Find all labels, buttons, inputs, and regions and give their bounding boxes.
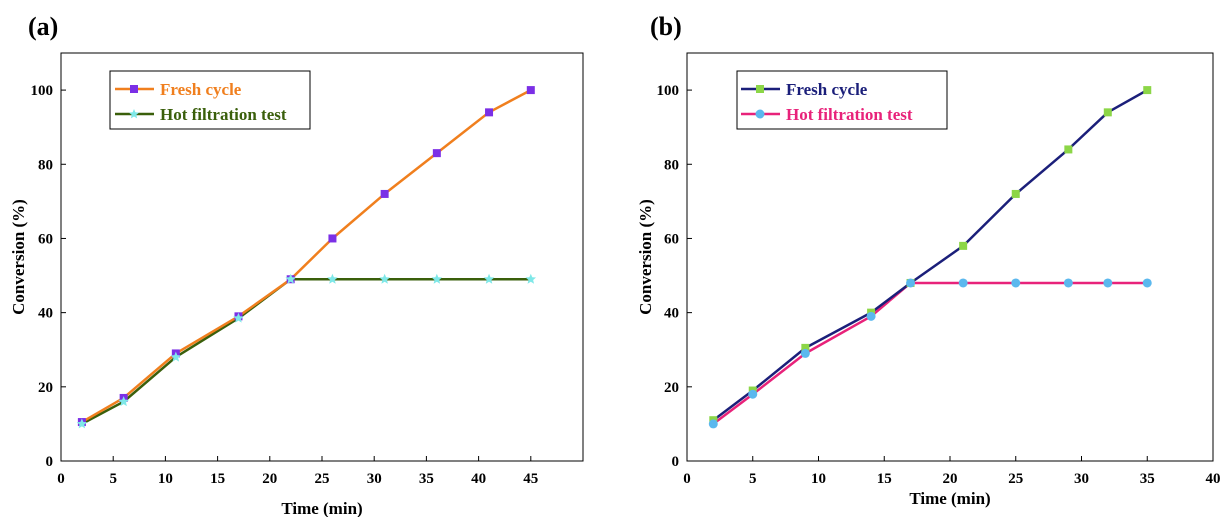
point-hot-filtration-test	[233, 312, 244, 323]
y-tick-label: 80	[664, 157, 679, 173]
x-tick-label: 20	[943, 471, 958, 487]
point-hot-filtration-test	[170, 351, 182, 362]
x-tick-label: 15	[877, 471, 892, 487]
x-axis-title-b: Time (min)	[909, 489, 990, 508]
point-hot-filtration-test	[866, 311, 876, 321]
chart-panel-a: (a) 0 5 10 15 20 25 30 35 40 45 0 20 40 60 80 100 Time …	[9, 12, 584, 517]
point-hot-filtration-test	[906, 278, 916, 288]
y-axis-title-a: Conversion (%)	[9, 199, 28, 315]
y-tick-label: 100	[31, 83, 54, 99]
y-tick-label: 40	[38, 306, 53, 322]
panel-label-b: (b)	[650, 12, 682, 41]
point-fresh-cycle	[328, 234, 337, 243]
y-tick-label: 0	[672, 454, 680, 470]
series-markers-b	[708, 86, 1152, 429]
point-hot-filtration-test	[708, 419, 718, 429]
x-tick-label: 20	[262, 471, 277, 487]
legend-box-b	[736, 70, 948, 130]
point-hot-filtration-test	[431, 273, 443, 284]
x-tick-label: 40	[1206, 471, 1221, 487]
point-hot-filtration-test	[525, 273, 537, 284]
x-tick-label: 0	[683, 471, 691, 487]
series-line-fresh-cycle	[712, 89, 1148, 422]
point-fresh-cycle	[801, 343, 810, 352]
point-hot-filtration-test	[800, 348, 810, 358]
legend-box-a	[109, 70, 311, 130]
y-tick-label: 40	[664, 306, 679, 322]
x-tick-label: 5	[749, 471, 757, 487]
y-axis-title-b: Conversion (%)	[636, 199, 655, 315]
point-fresh-cycle	[1143, 86, 1152, 95]
x-tick-label: 30	[1074, 471, 1089, 487]
x-tick-label: 35	[1140, 471, 1155, 487]
legend-label-hot-a: Hot filtration test	[160, 105, 287, 124]
point-fresh-cycle	[1064, 145, 1073, 154]
series-lines-a	[81, 88, 532, 426]
x-tick-label: 40	[471, 471, 486, 487]
axis-ticks-a: 0 5 10 15 20 25 30 35 40 45 0 20 40 60 80 100	[31, 83, 539, 487]
legend-a: Fresh cycle Hot filtration test	[109, 70, 311, 130]
legend-marker-fresh-a	[130, 85, 138, 93]
x-tick-label: 10	[158, 471, 173, 487]
point-hot-filtration-test	[958, 278, 968, 288]
y-tick-label: 100	[657, 83, 680, 99]
x-tick-label: 15	[210, 471, 225, 487]
legend-label-fresh-a: Fresh cycle	[160, 80, 242, 99]
point-hot-filtration-test	[1011, 278, 1021, 288]
point-hot-filtration-test	[327, 273, 338, 284]
y-tick-label: 0	[46, 454, 54, 470]
legend-marker-fresh-b	[756, 85, 764, 93]
x-tick-label: 30	[367, 471, 382, 487]
x-tick-label: 0	[57, 471, 65, 487]
point-fresh-cycle	[485, 108, 494, 117]
series-line-hot-filtration-test	[81, 278, 531, 426]
series-markers-a	[76, 86, 537, 429]
point-fresh-cycle	[959, 241, 968, 250]
chart-panel-b: (b) 0 5 10 15 20 25 30 35 40 0 20 40 60 80 100 Time (m…	[636, 12, 1221, 508]
point-hot-filtration-test	[1063, 278, 1073, 288]
x-tick-label: 25	[315, 471, 330, 487]
point-fresh-cycle	[380, 189, 389, 198]
y-tick-label: 20	[38, 380, 53, 396]
point-fresh-cycle	[1103, 108, 1112, 117]
point-hot-filtration-test	[285, 273, 296, 284]
point-hot-filtration-test	[483, 273, 495, 284]
point-hot-filtration-test	[76, 418, 88, 429]
point-hot-filtration-test	[1103, 278, 1113, 288]
point-fresh-cycle	[1011, 189, 1020, 198]
legend-label-fresh-b: Fresh cycle	[786, 80, 868, 99]
point-hot-filtration-test	[379, 273, 390, 284]
legend-marker-hot-b	[755, 109, 765, 119]
y-tick-label: 80	[38, 157, 53, 173]
legend-label-hot-b: Hot filtration test	[786, 105, 913, 124]
y-tick-label: 60	[38, 231, 53, 247]
legend-marker-hot-a	[129, 109, 139, 119]
x-tick-label: 5	[109, 471, 117, 487]
series-line-fresh-cycle	[81, 88, 532, 424]
x-tick-label: 10	[811, 471, 826, 487]
y-tick-label: 60	[664, 231, 679, 247]
x-tick-label: 45	[523, 471, 538, 487]
x-axis-title-a: Time (min)	[281, 499, 362, 517]
x-tick-label: 25	[1008, 471, 1023, 487]
axis-ticks-b: 0 5 10 15 20 25 30 35 40 0 20 40 60 80 100	[657, 83, 1221, 487]
x-tick-label: 35	[419, 471, 434, 487]
legend-b: Fresh cycle Hot filtration test	[736, 70, 948, 130]
y-tick-label: 20	[664, 380, 679, 396]
point-hot-filtration-test	[1142, 278, 1152, 288]
point-fresh-cycle	[526, 86, 535, 95]
point-hot-filtration-test	[748, 389, 758, 399]
point-hot-filtration-test	[118, 396, 129, 407]
point-fresh-cycle	[432, 149, 441, 158]
series-lines-b	[712, 89, 1148, 425]
panel-label-a: (a)	[28, 12, 58, 41]
series-line-hot-filtration-test	[712, 281, 1148, 425]
